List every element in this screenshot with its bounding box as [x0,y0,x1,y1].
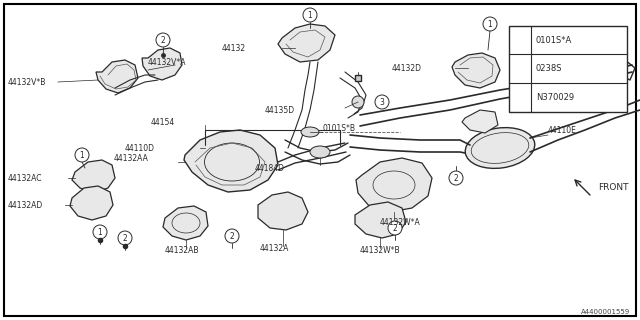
Text: 44132: 44132 [222,44,246,52]
Circle shape [303,8,317,22]
Text: 1: 1 [488,20,492,28]
Circle shape [449,171,463,185]
Polygon shape [70,186,113,220]
Text: 44132V*B: 44132V*B [8,77,46,86]
Polygon shape [142,48,182,80]
Text: 44132A: 44132A [260,244,289,252]
Circle shape [513,91,527,105]
Text: 2: 2 [517,64,522,73]
Ellipse shape [465,128,535,168]
Circle shape [375,95,389,109]
Text: 44132AA: 44132AA [113,154,148,163]
Circle shape [388,221,402,235]
Polygon shape [258,192,308,230]
Text: 44132D: 44132D [392,63,422,73]
Text: 44132AC: 44132AC [8,173,42,182]
Text: 2: 2 [392,223,397,233]
Text: 1: 1 [79,150,84,159]
Circle shape [483,17,497,31]
Text: 44132AB: 44132AB [165,245,200,254]
Text: 2: 2 [123,234,127,243]
Ellipse shape [310,146,330,158]
Polygon shape [72,160,115,193]
Polygon shape [278,24,335,62]
Text: 0101S*A: 0101S*A [536,36,572,44]
Text: 44132W*B: 44132W*B [360,245,401,254]
Text: 3: 3 [517,93,522,102]
Circle shape [513,33,527,47]
Circle shape [513,62,527,76]
Text: 44132W*A: 44132W*A [380,218,420,227]
Text: A4400001559: A4400001559 [580,309,630,315]
Circle shape [225,229,239,243]
Text: 44132AD: 44132AD [8,201,44,210]
Text: 0238S: 0238S [536,64,563,73]
Text: 44132V*A: 44132V*A [148,58,186,67]
Text: 2: 2 [230,231,234,241]
Text: 1: 1 [517,36,522,44]
Circle shape [156,33,170,47]
Polygon shape [452,53,500,88]
FancyBboxPatch shape [4,4,636,316]
Ellipse shape [301,127,319,137]
Text: 44154: 44154 [151,117,175,126]
Text: 44184D: 44184D [255,164,285,172]
Polygon shape [184,130,278,192]
Polygon shape [356,158,432,212]
Text: 44110E: 44110E [548,125,577,134]
Polygon shape [163,206,208,240]
Text: 1: 1 [308,11,312,20]
Text: 44110D: 44110D [125,143,155,153]
Text: FRONT: FRONT [598,182,628,191]
FancyBboxPatch shape [509,26,627,112]
Circle shape [75,148,89,162]
Text: N370029: N370029 [536,93,574,102]
Polygon shape [355,202,406,238]
Text: 2: 2 [161,36,165,44]
Text: 44135D: 44135D [265,106,295,115]
Circle shape [118,231,132,245]
Circle shape [93,225,107,239]
Text: 0101S*B: 0101S*B [322,124,355,132]
Text: 3: 3 [380,98,385,107]
Text: 2: 2 [454,173,458,182]
Polygon shape [462,110,498,133]
Circle shape [352,96,364,108]
Polygon shape [96,60,138,93]
Text: 1: 1 [98,228,102,236]
